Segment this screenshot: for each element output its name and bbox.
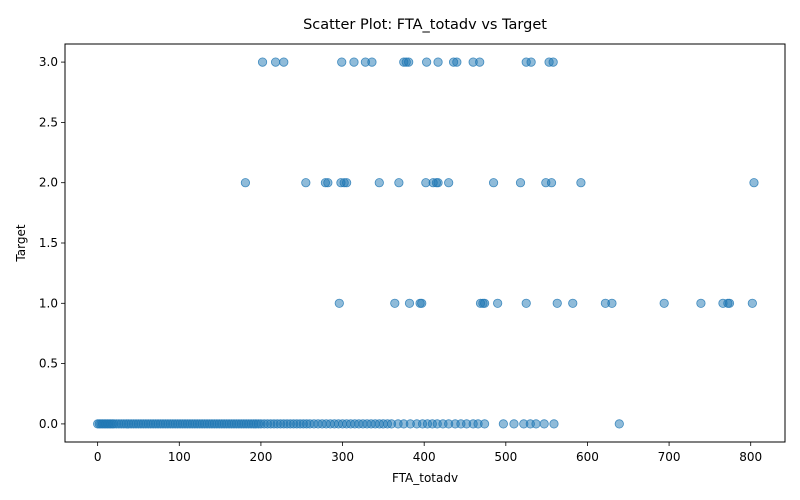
scatter-point (301, 178, 311, 188)
x-tick-label: 600 (576, 450, 599, 464)
x-tick-label: 800 (739, 450, 762, 464)
scatter-point (526, 57, 536, 67)
scatter-point (374, 178, 384, 188)
scatter-point (552, 298, 562, 308)
chart-title: Scatter Plot: FTA_totadv vs Target (303, 17, 547, 33)
y-axis: 0.0 0.5 1.0 1.5 2.0 2.5 3.0 (39, 55, 65, 431)
y-tick-label: 2.5 (39, 115, 58, 129)
x-tick-label: 0 (94, 450, 102, 464)
scatter-point (546, 178, 557, 188)
y-tick-label: 1.5 (39, 236, 58, 250)
scatter-point (417, 298, 427, 308)
scatter-point (334, 298, 344, 308)
scatter-point (422, 57, 432, 67)
x-tick-label: 700 (658, 450, 681, 464)
scatter-point (747, 298, 757, 308)
scatter-point (323, 178, 333, 188)
scatter-point (488, 178, 499, 188)
scatter-point (240, 178, 251, 188)
scatter-point (521, 298, 531, 308)
y-axis-label: Target (14, 224, 28, 262)
scatter-point (433, 57, 443, 67)
scatter-point (724, 298, 735, 308)
scatter-point (367, 57, 377, 67)
y-tick-label: 1.0 (39, 296, 58, 310)
scatter-point (576, 178, 586, 188)
x-tick-label: 400 (413, 450, 436, 464)
scatter-point (279, 57, 289, 67)
scatter-point (548, 57, 558, 67)
x-tick-label: 100 (168, 450, 191, 464)
scatter-point (349, 57, 359, 67)
scatter-point (515, 178, 526, 188)
scatter-point (257, 57, 268, 67)
plot-area-frame (64, 43, 786, 443)
scatter-point (479, 298, 490, 308)
y-tick-label: 0.0 (39, 417, 58, 431)
scatter-point (493, 298, 503, 308)
scatter-point (498, 419, 508, 429)
x-tick-label: 500 (494, 450, 517, 464)
scatter-point (607, 298, 617, 308)
scatter-point (568, 298, 578, 308)
scatter-point (404, 57, 414, 67)
scatter-point (452, 57, 462, 67)
scatter-point (614, 419, 624, 429)
scatter-point (539, 419, 549, 429)
scatter-point (404, 298, 415, 308)
y-tick-label: 0.5 (39, 357, 58, 371)
x-axis: 0 100 200 300 400 500 600 700 800 (94, 442, 762, 464)
data-points (93, 57, 759, 429)
scatter-point (342, 178, 352, 188)
scatter-point (394, 178, 404, 188)
scatter-point (390, 298, 400, 308)
scatter-point (549, 419, 559, 429)
scatter-point (479, 419, 490, 429)
scatter-point (475, 57, 485, 67)
scatter-point (696, 298, 706, 308)
scatter-point (531, 419, 541, 429)
scatter-point (337, 57, 347, 67)
x-tick-label: 200 (249, 450, 272, 464)
scatter-point (444, 178, 454, 188)
x-axis-label: FTA_totadv (392, 471, 458, 485)
scatter-point (433, 178, 443, 188)
y-tick-label: 3.0 (39, 55, 58, 69)
scatter-point (659, 298, 669, 308)
scatter-point (509, 419, 519, 429)
y-tick-label: 2.0 (39, 176, 58, 190)
scatter-point (749, 178, 759, 188)
x-tick-label: 300 (331, 450, 354, 464)
scatter-point (271, 57, 281, 67)
